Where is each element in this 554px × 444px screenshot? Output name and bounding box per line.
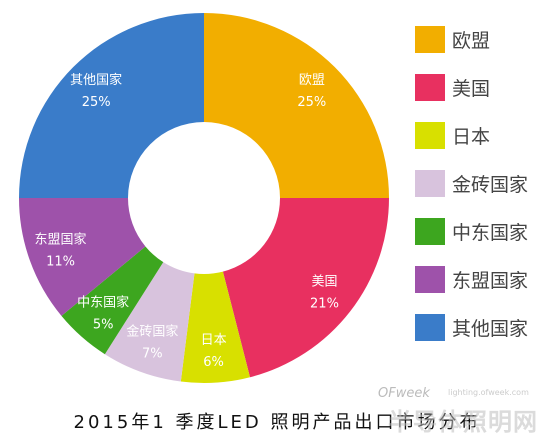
slice-label-4-1: 5%: [93, 317, 114, 332]
legend-label-0: 欧盟: [452, 30, 490, 52]
legend-label-4: 中东国家: [452, 222, 528, 244]
chart-title: 2015年1 季度LED 照明产品出口市场分布: [73, 412, 481, 433]
slice-label-5-1: 11%: [46, 255, 75, 270]
legend-swatch-4: [415, 218, 445, 245]
slice-label-4-0: 中东国家: [77, 294, 129, 310]
slice-0: [204, 13, 389, 198]
slice-label-1-1: 21%: [310, 296, 339, 311]
slice-label-6-1: 25%: [82, 95, 111, 110]
legend-swatch-5: [415, 266, 445, 293]
slice-4: [61, 246, 164, 355]
slice-2: [180, 271, 251, 383]
watermark-site: lighting.ofweek.com: [448, 388, 529, 397]
legend-swatch-0: [415, 26, 445, 53]
legend-label-1: 美国: [452, 78, 490, 100]
slice-label-3-1: 7%: [142, 346, 163, 361]
slice-1: [222, 198, 389, 378]
watermark-brand: OFweek: [378, 386, 430, 401]
slice-label-0-0: 欧盟: [299, 73, 325, 88]
slice-label-6-0: 其他国家: [70, 72, 122, 88]
watermark-name: 半导体照明网: [388, 408, 538, 436]
legend-swatch-6: [415, 314, 445, 341]
donut-chart: 欧盟 25% 美国 21% 日本 6% 金砖国家 7% 中东国家 5% 东盟国家 11% 其他国家 25%…: [19, 13, 528, 383]
legend-label-2: 日本: [452, 126, 490, 148]
slice-label-2-0: 日本: [201, 333, 227, 348]
slice-label-2-1: 6%: [203, 355, 224, 370]
slice-label-0-1: 25%: [297, 95, 326, 110]
donut-slices: [19, 13, 389, 383]
legend-swatch-2: [415, 122, 445, 149]
legend-label-3: 金砖国家: [452, 174, 528, 196]
legend-swatch-1: [415, 74, 445, 101]
slice-3: [104, 262, 195, 382]
slice-label-3-0: 金砖国家: [126, 323, 178, 339]
slice-5: [19, 198, 146, 316]
slice-labels: 欧盟 25% 美国 21% 日本 6% 金砖国家 7% 中东国家 5% 东盟国家 11% 其他国家 25%: [35, 72, 339, 370]
legend-label-5: 东盟国家: [452, 270, 528, 292]
slice-6: [19, 13, 204, 198]
legend-swatch-3: [415, 170, 445, 197]
slice-label-5-0: 东盟国家: [35, 232, 87, 248]
legend-label-6: 其他国家: [452, 318, 528, 340]
slice-label-1-0: 美国: [311, 274, 337, 289]
